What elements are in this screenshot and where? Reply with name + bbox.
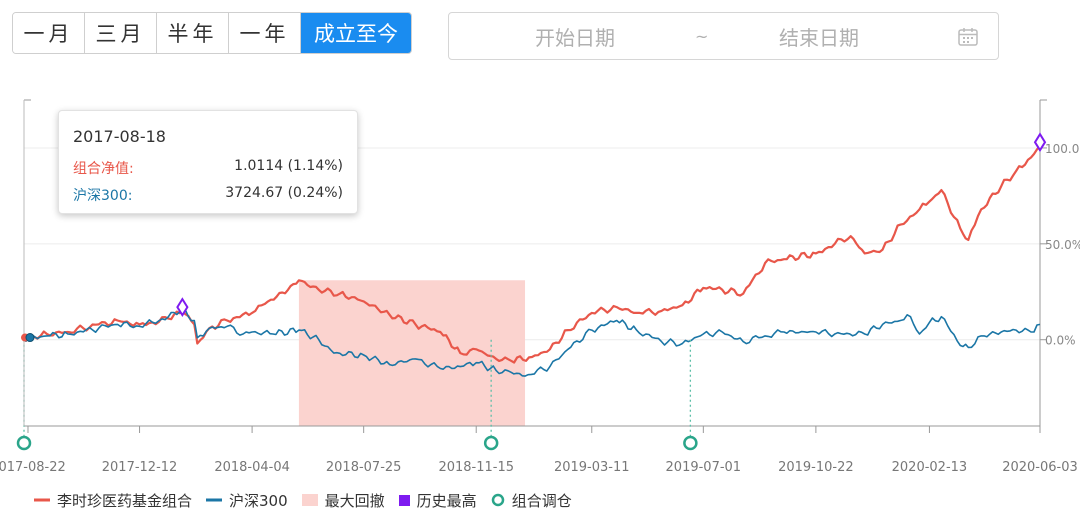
legend-line-icon bbox=[34, 498, 50, 502]
tooltip-portfolio-label: 组合净值: bbox=[73, 161, 134, 177]
calendar-icon[interactable] bbox=[958, 27, 978, 46]
x-tick-label: 2019-07-01 bbox=[666, 460, 742, 475]
hover-point-index bbox=[25, 333, 35, 343]
x-tick-label: 2017-12-12 bbox=[102, 460, 178, 475]
x-tick-label: 2020-02-13 bbox=[892, 460, 968, 475]
range-button-since-inception[interactable]: 成立至今 bbox=[301, 13, 411, 53]
tooltip-portfolio-value: 1.0114 (1.14%) bbox=[234, 158, 343, 174]
chart-legend: 李时珍医药基金组合 沪深300 最大回撤 历史最高 组合调仓 bbox=[34, 489, 586, 511]
range-button-6m[interactable]: 半年 bbox=[157, 13, 229, 53]
range-button-1y[interactable]: 一年 bbox=[229, 13, 301, 53]
legend-label: 沪深300 bbox=[229, 491, 288, 510]
date-separator: ~ bbox=[695, 26, 709, 46]
end-date-input[interactable]: 结束日期 bbox=[779, 25, 859, 50]
legend-item-high[interactable]: 历史最高 bbox=[398, 490, 477, 511]
legend-item-index[interactable]: 沪深300 bbox=[206, 490, 288, 511]
legend-circle-icon bbox=[491, 493, 504, 507]
tooltip-index-label: 沪深300: bbox=[73, 188, 133, 204]
y-tick-label: 50.0% bbox=[1045, 238, 1080, 252]
x-tick-label: 2019-03-11 bbox=[554, 460, 630, 475]
rebalance-marker bbox=[483, 435, 499, 451]
legend-label: 李时珍医药基金组合 bbox=[57, 491, 193, 510]
x-tick-label: 2018-04-04 bbox=[214, 460, 290, 475]
tooltip-date: 2017-08-18 bbox=[73, 127, 166, 146]
range-button-3m[interactable]: 三月 bbox=[85, 13, 157, 53]
legend-item-rebalance[interactable]: 组合调仓 bbox=[491, 490, 572, 511]
all-time-high-marker bbox=[1033, 132, 1047, 153]
range-button-1m[interactable]: 一月 bbox=[13, 13, 85, 53]
date-range-picker[interactable]: 开始日期 ~ 结束日期 bbox=[448, 12, 999, 60]
x-tick-label: 2020-06-03 bbox=[1002, 460, 1078, 475]
rebalance-marker bbox=[16, 435, 32, 451]
hover-tooltip: 2017-08-18 组合净值: 1.0114 (1.14%) 沪深300: 3… bbox=[58, 110, 358, 214]
legend-label: 最大回撤 bbox=[324, 491, 385, 510]
legend-item-drawdown[interactable]: 最大回撤 bbox=[301, 490, 385, 511]
tooltip-row-index: 沪深300: 3724.67 (0.24%) bbox=[73, 185, 343, 205]
legend-label: 历史最高 bbox=[416, 491, 477, 510]
y-tick-label: 0.0% bbox=[1045, 334, 1076, 348]
x-tick-label: 2019-10-22 bbox=[778, 460, 854, 475]
start-date-input[interactable]: 开始日期 bbox=[535, 25, 615, 50]
legend-square-icon bbox=[398, 494, 410, 506]
index-line bbox=[23, 308, 1041, 377]
legend-item-portfolio[interactable]: 李时珍医药基金组合 bbox=[34, 490, 192, 511]
legend-label: 组合调仓 bbox=[511, 491, 572, 510]
tooltip-index-value: 3724.67 (0.24%) bbox=[225, 185, 343, 201]
performance-chart[interactable]: 0.0% 50.0% 100.0% 2017-08-22 2017-12-12 2018-… bbox=[0, 0, 1080, 480]
y-tick-label: 100.0% bbox=[1045, 142, 1080, 156]
time-range-selector: 一月 三月 半年 一年 成立至今 bbox=[12, 12, 412, 54]
x-tick-label: 2018-07-25 bbox=[326, 460, 402, 475]
x-tick-label: 2017-08-22 bbox=[0, 460, 66, 475]
legend-line-icon bbox=[206, 498, 223, 502]
rebalance-marker bbox=[683, 435, 698, 451]
tooltip-row-portfolio: 组合净值: 1.0114 (1.14%) bbox=[73, 158, 343, 178]
legend-rect-icon bbox=[301, 494, 318, 506]
all-time-high-marker bbox=[176, 297, 189, 317]
x-tick-label: 2018-11-15 bbox=[438, 460, 514, 475]
